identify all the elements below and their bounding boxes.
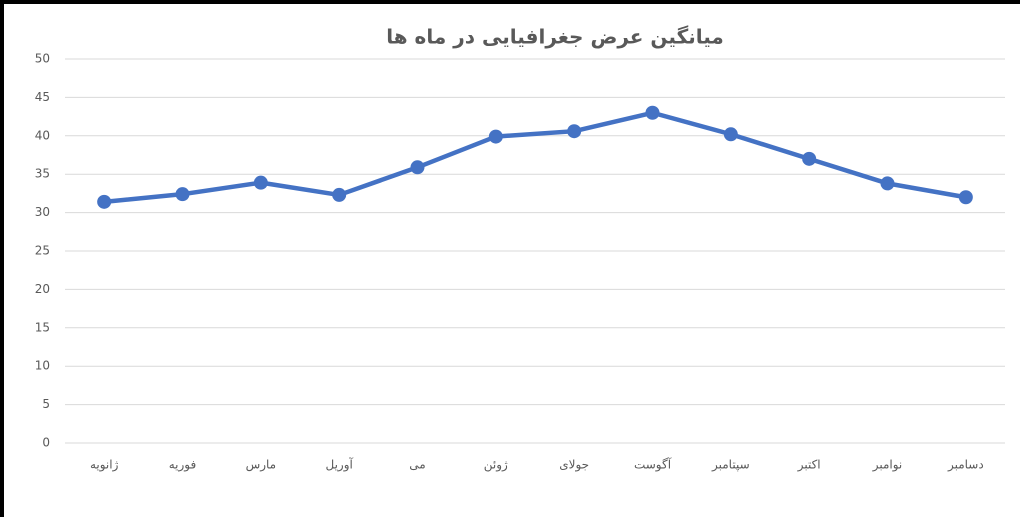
y-tick-label: 35 bbox=[35, 167, 50, 181]
x-tick-label: فوریه bbox=[169, 458, 197, 473]
y-tick-label: 10 bbox=[35, 359, 50, 373]
y-tick-label: 30 bbox=[35, 205, 50, 219]
y-tick-label: 20 bbox=[35, 282, 50, 296]
marker bbox=[253, 175, 268, 190]
y-tick-label: 25 bbox=[35, 244, 50, 258]
y-tick-label: 15 bbox=[35, 320, 50, 334]
x-tick-label: ژانویه bbox=[90, 458, 119, 473]
marker bbox=[958, 190, 973, 205]
x-tick-label: ژوئن bbox=[484, 458, 508, 473]
marker bbox=[97, 194, 112, 209]
x-tick-label: اکتبر bbox=[797, 458, 821, 473]
marker bbox=[723, 127, 738, 142]
x-tick-label: آوریل bbox=[325, 457, 353, 473]
x-tick-label: آگوست bbox=[634, 457, 672, 473]
x-tick-label: جولای bbox=[559, 458, 589, 473]
y-tick-label: 0 bbox=[42, 436, 50, 450]
x-tick-label: دسامبر bbox=[947, 458, 984, 473]
marker bbox=[802, 151, 817, 166]
marker bbox=[175, 187, 190, 202]
x-tick-label: می bbox=[409, 458, 425, 472]
y-tick-label: 50 bbox=[35, 52, 50, 66]
marker bbox=[332, 187, 347, 202]
marker bbox=[488, 129, 503, 144]
y-tick-label: 5 bbox=[42, 397, 50, 411]
y-tick-label: 40 bbox=[35, 128, 50, 142]
marker bbox=[410, 160, 425, 175]
marker bbox=[645, 105, 660, 120]
line bbox=[103, 110, 967, 205]
y-tick-label: 45 bbox=[35, 90, 50, 104]
chart-title: میانگین عرض جغرافیایی در ماه ها bbox=[386, 25, 724, 49]
marker bbox=[567, 124, 582, 139]
x-tick-label: مارس bbox=[246, 458, 277, 473]
marker bbox=[880, 176, 895, 191]
x-tick-label: نوامبر bbox=[872, 458, 903, 473]
x-tick-label: سپتامبر bbox=[711, 458, 750, 473]
